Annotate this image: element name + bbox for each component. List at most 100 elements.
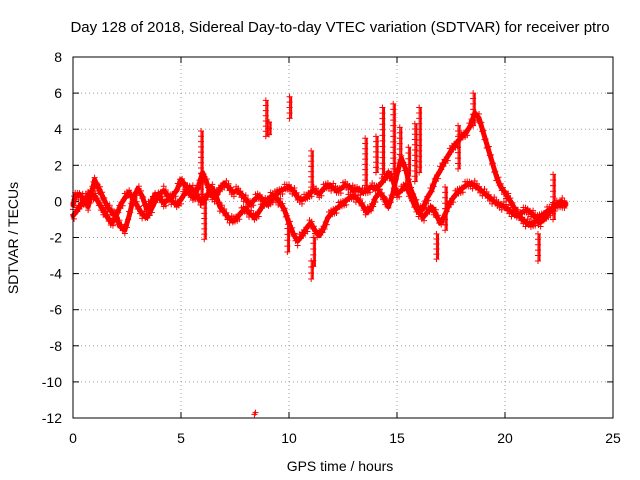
- data-point: [198, 165, 204, 172]
- x-tick-label: 15: [389, 430, 405, 446]
- data-point: [455, 122, 462, 129]
- data-point: [92, 190, 99, 197]
- data-point: [379, 110, 386, 117]
- data-point: [125, 216, 132, 223]
- data-point: [198, 191, 204, 198]
- data-point: [396, 156, 403, 163]
- data-point: [90, 178, 97, 185]
- data-point: [209, 181, 216, 188]
- data-point: [509, 199, 516, 206]
- data-point: [550, 199, 557, 206]
- data-point: [189, 182, 196, 189]
- data-point: [390, 155, 397, 162]
- data-point: [455, 138, 462, 145]
- data-point: [450, 199, 457, 206]
- data-point: [459, 189, 466, 196]
- series-spike: [550, 171, 557, 223]
- data-point: [198, 138, 204, 145]
- data-point: [396, 135, 403, 142]
- data-point: [376, 186, 383, 193]
- data-point: [94, 195, 101, 202]
- data-point: [561, 197, 568, 204]
- data-point: [307, 221, 314, 228]
- data-point: [198, 202, 204, 209]
- data-point: [415, 204, 422, 211]
- data-point: [372, 133, 379, 140]
- data-point: [119, 202, 126, 209]
- data-point: [280, 207, 287, 214]
- data-point: [310, 240, 317, 247]
- data-point: [90, 196, 97, 203]
- data-point: [492, 168, 499, 175]
- data-point: [435, 212, 442, 219]
- data-point: [390, 117, 397, 124]
- data-point: [432, 206, 439, 213]
- data-point: [416, 115, 423, 122]
- data-point: [411, 152, 418, 159]
- data-point: [381, 193, 388, 200]
- data-point: [132, 201, 139, 208]
- data-point: [390, 106, 397, 113]
- y-tick-label: 8: [54, 49, 62, 65]
- data-point: [277, 195, 284, 202]
- data-point: [395, 168, 402, 175]
- data-point: [411, 157, 418, 164]
- data-point: [147, 206, 154, 213]
- data-point: [286, 104, 293, 111]
- data-point: [103, 213, 110, 220]
- data-point: [482, 135, 489, 142]
- data-point: [550, 182, 557, 189]
- data-point: [223, 209, 230, 216]
- data-point: [470, 90, 477, 97]
- data-point: [534, 241, 541, 248]
- data-point: [193, 193, 200, 200]
- data-point: [106, 202, 113, 209]
- data-point: [91, 192, 98, 199]
- data-point: [390, 122, 397, 129]
- data-point: [286, 109, 293, 116]
- data-point: [217, 205, 224, 212]
- data-point: [237, 188, 244, 195]
- data-point: [550, 188, 557, 195]
- data-point: [416, 158, 423, 165]
- data-point: [286, 99, 293, 106]
- data-point: [124, 224, 130, 231]
- data-point: [379, 104, 386, 111]
- data-point: [416, 104, 423, 111]
- data-point: [390, 128, 397, 135]
- data-point: [357, 196, 364, 203]
- data-point: [362, 166, 369, 173]
- data-point: [372, 169, 379, 176]
- data-point: [416, 142, 423, 149]
- data-point: [343, 201, 350, 208]
- data-point: [438, 166, 445, 173]
- data-point: [550, 171, 557, 178]
- data-point: [283, 212, 290, 219]
- data-point: [396, 193, 403, 200]
- data-point: [372, 199, 379, 206]
- data-point: [310, 246, 317, 253]
- data-point: [455, 160, 462, 167]
- data-point: [411, 173, 418, 180]
- data-point: [396, 162, 403, 169]
- data-point: [534, 257, 541, 264]
- data-point: [115, 209, 122, 216]
- data-point: [131, 194, 138, 201]
- data-point: [136, 190, 143, 197]
- data-point: [355, 192, 362, 199]
- data-point: [379, 132, 386, 139]
- data-point: [385, 168, 392, 175]
- data-point: [421, 217, 427, 224]
- data-point: [279, 190, 286, 197]
- data-point: [281, 205, 288, 212]
- data-point: [308, 168, 315, 175]
- data-point: [198, 159, 204, 166]
- data-point: [308, 189, 315, 196]
- series-spike: [286, 93, 293, 122]
- data-point: [416, 126, 423, 133]
- data-point: [405, 167, 412, 174]
- series-spike: [433, 230, 440, 263]
- data-point: [198, 175, 204, 182]
- data-point: [265, 200, 272, 207]
